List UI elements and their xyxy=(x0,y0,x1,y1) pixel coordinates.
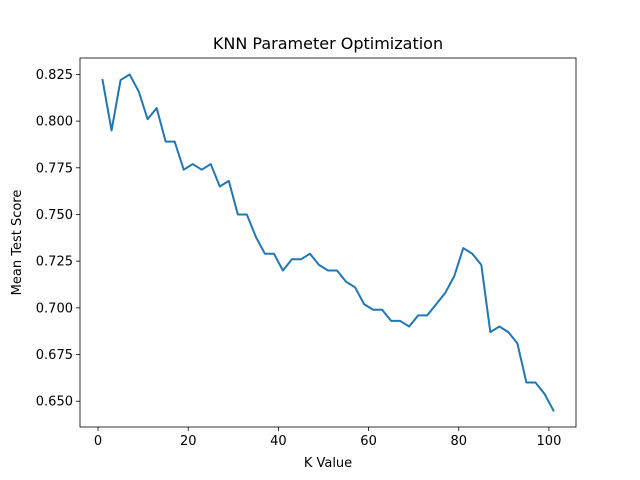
data-point xyxy=(544,393,545,394)
data-point xyxy=(291,259,292,260)
data-point xyxy=(553,410,554,411)
x-tick-label: 100 xyxy=(537,434,562,449)
data-point xyxy=(174,141,175,142)
y-tick-label: 0.675 xyxy=(36,348,73,363)
data-point xyxy=(526,382,527,383)
data-point xyxy=(183,169,184,170)
data-point xyxy=(156,108,157,109)
data-point xyxy=(472,253,473,254)
data-point xyxy=(355,287,356,288)
x-tick-label: 0 xyxy=(94,434,102,449)
y-tick-label: 0.825 xyxy=(36,68,73,83)
data-point xyxy=(436,304,437,305)
data-point xyxy=(454,276,455,277)
data-point xyxy=(300,259,301,260)
y-tick-label: 0.725 xyxy=(36,255,73,270)
data-point xyxy=(517,343,518,344)
data-point xyxy=(282,270,283,271)
data-point xyxy=(210,164,211,165)
y-axis-ticks: 0.650 0.675 0.700 0.725 0.750 0.775 0.800 0.825 xyxy=(36,68,80,410)
data-point xyxy=(129,74,130,75)
data-point xyxy=(373,309,374,310)
data-point xyxy=(246,214,247,215)
series-line xyxy=(101,73,555,412)
x-tick-label: 80 xyxy=(450,434,467,449)
data-point xyxy=(192,164,193,165)
x-tick-label: 40 xyxy=(270,434,287,449)
plot-frame xyxy=(79,57,577,428)
data-point xyxy=(318,264,319,265)
x-axis-ticks: 0 20 40 60 80 100 xyxy=(94,427,561,449)
data-point xyxy=(508,332,509,333)
data-point xyxy=(138,91,139,92)
data-point xyxy=(499,326,500,327)
plot-area xyxy=(101,73,555,412)
data-point xyxy=(255,236,256,237)
data-point xyxy=(445,292,446,293)
y-tick-label: 0.700 xyxy=(36,301,73,316)
data-point xyxy=(273,253,274,254)
x-tick-label: 20 xyxy=(180,434,197,449)
data-point xyxy=(481,264,482,265)
data-point xyxy=(102,80,103,81)
data-point xyxy=(309,253,310,254)
data-point xyxy=(346,281,347,282)
y-axis-label: Mean Test Score xyxy=(10,190,25,296)
data-point xyxy=(111,130,112,131)
data-point xyxy=(364,304,365,305)
data-point xyxy=(535,382,536,383)
data-point xyxy=(228,180,229,181)
y-tick-label: 0.800 xyxy=(36,115,73,130)
data-point xyxy=(165,141,166,142)
data-point xyxy=(264,253,265,254)
data-point xyxy=(337,270,338,271)
data-point xyxy=(120,80,121,81)
x-axis-label: K Value xyxy=(304,456,352,471)
x-tick-label: 60 xyxy=(360,434,377,449)
data-point xyxy=(237,214,238,215)
data-point xyxy=(418,315,419,316)
data-point xyxy=(463,248,464,249)
data-point xyxy=(328,270,329,271)
data-point xyxy=(147,119,148,120)
chart-title: KNN Parameter Optimization xyxy=(213,34,443,53)
y-tick-label: 0.650 xyxy=(36,395,73,410)
data-point xyxy=(201,169,202,170)
data-point xyxy=(219,186,220,187)
data-point xyxy=(382,309,383,310)
y-tick-label: 0.775 xyxy=(36,161,73,176)
y-tick-label: 0.750 xyxy=(36,208,73,223)
data-point xyxy=(427,315,428,316)
data-point xyxy=(391,320,392,321)
data-point xyxy=(400,320,401,321)
data-point xyxy=(490,332,491,333)
data-point xyxy=(409,326,410,327)
